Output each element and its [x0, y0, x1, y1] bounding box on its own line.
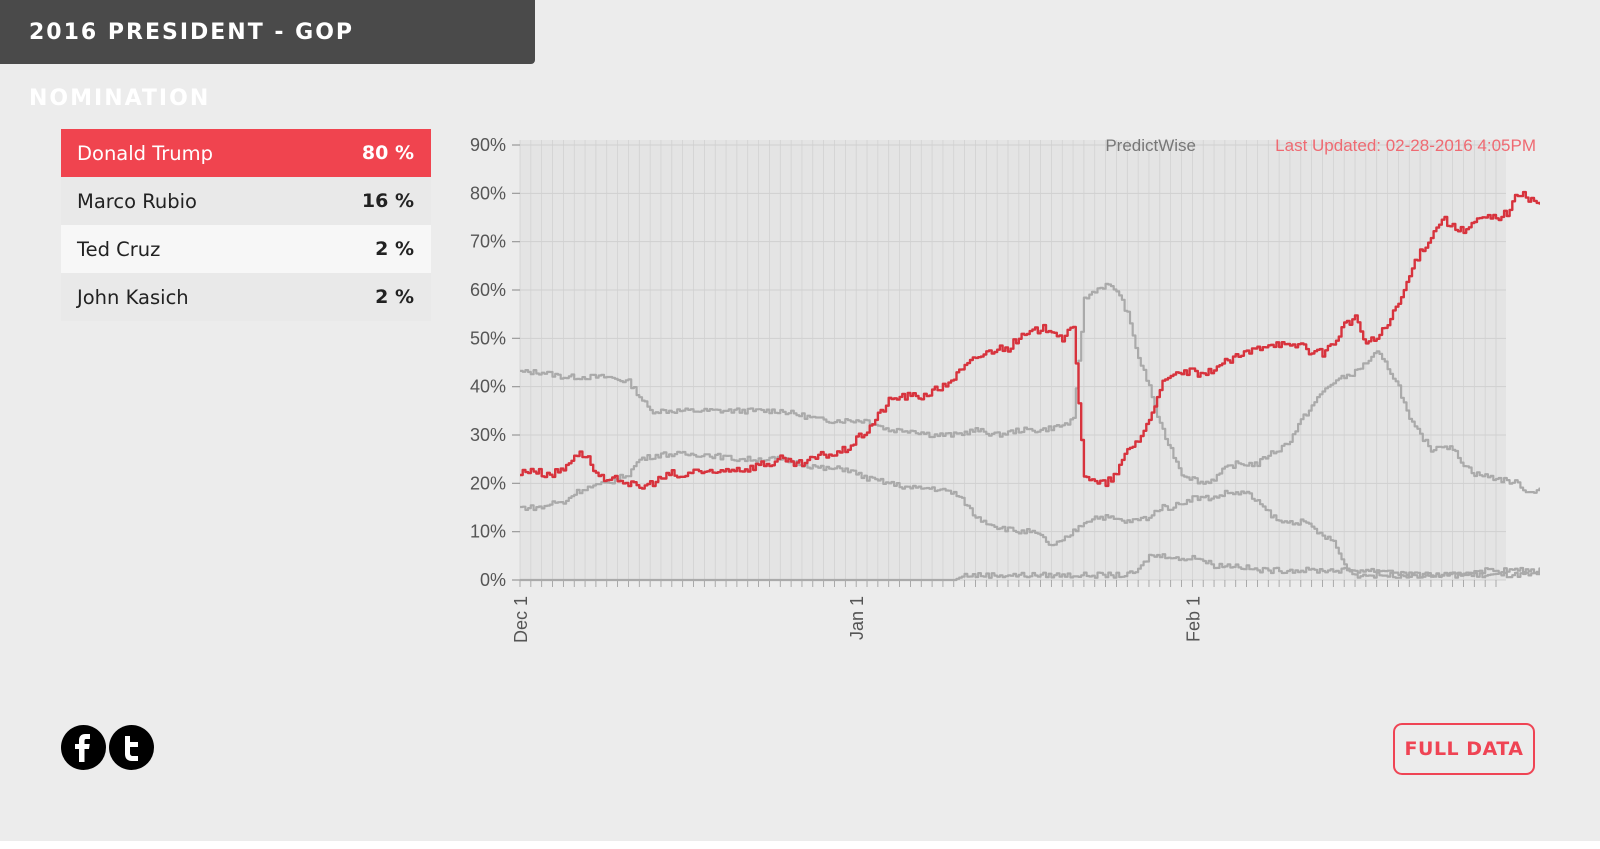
- y-tick-label: 0%: [480, 570, 506, 590]
- y-tick-label: 30%: [470, 425, 506, 445]
- chart-grid: [519, 140, 1506, 581]
- social-links: [61, 725, 154, 770]
- page-title: 2016 PRESIDENT - GOP NOMINATION: [0, 0, 535, 111]
- candidate-row-trump[interactable]: Donald Trump 80 %: [61, 129, 431, 177]
- facebook-share-button[interactable]: [61, 725, 106, 770]
- candidate-percent: 2 %: [375, 286, 414, 308]
- candidate-name: Donald Trump: [77, 141, 214, 165]
- y-tick-label: 50%: [470, 328, 506, 348]
- candidate-row-rubio[interactable]: Marco Rubio 16 %: [61, 177, 431, 225]
- y-tick-label: 90%: [470, 135, 506, 155]
- y-tick-label: 80%: [470, 183, 506, 203]
- y-tick-label: 60%: [470, 280, 506, 300]
- series-line: [520, 282, 1540, 494]
- chart-updated-label: Last Updated: 02-28-2016 4:05PM: [1275, 136, 1536, 155]
- x-tick-label: Feb 1: [1183, 596, 1203, 642]
- twitter-share-button[interactable]: [109, 725, 154, 770]
- candidate-list: Donald Trump 80 % Marco Rubio 16 % Ted C…: [61, 129, 431, 321]
- plot-background: [520, 140, 1506, 580]
- series-line-highlight: [520, 190, 1540, 490]
- y-tick-label: 20%: [470, 473, 506, 493]
- candidate-name: Marco Rubio: [77, 189, 197, 213]
- candidate-percent: 16 %: [361, 190, 414, 212]
- candidate-name: John Kasich: [77, 285, 189, 309]
- chart-axes: 0% 10% 20% 30% 40% 50% 60% 70% 80% 90% Dec 1 Jan 1 F…: [470, 135, 1497, 643]
- y-tick-label: 70%: [470, 232, 506, 252]
- candidate-row-cruz[interactable]: Ted Cruz 2 %: [61, 225, 431, 273]
- series-line: [520, 553, 1540, 582]
- candidate-percent: 80 %: [361, 142, 414, 164]
- y-tick-label: 40%: [470, 377, 506, 397]
- candidate-row-kasich[interactable]: John Kasich 2 %: [61, 273, 431, 321]
- series-line: [520, 450, 1540, 579]
- chart-series: [520, 190, 1540, 582]
- chart-source-label: PredictWise: [1105, 136, 1196, 155]
- x-tick-label: Dec 1: [511, 596, 531, 643]
- x-tick-label: Jan 1: [847, 596, 867, 640]
- y-tick-label: 10%: [470, 522, 506, 542]
- full-data-button[interactable]: FULL DATA: [1393, 723, 1535, 775]
- candidate-name: Ted Cruz: [77, 237, 161, 261]
- twitter-icon: [125, 736, 138, 761]
- candidate-percent: 2 %: [375, 238, 414, 260]
- line-chart: 0% 10% 20% 30% 40% 50% 60% 70% 80% 90% Dec 1 Jan 1 F…: [470, 135, 1540, 643]
- facebook-icon: [75, 734, 90, 762]
